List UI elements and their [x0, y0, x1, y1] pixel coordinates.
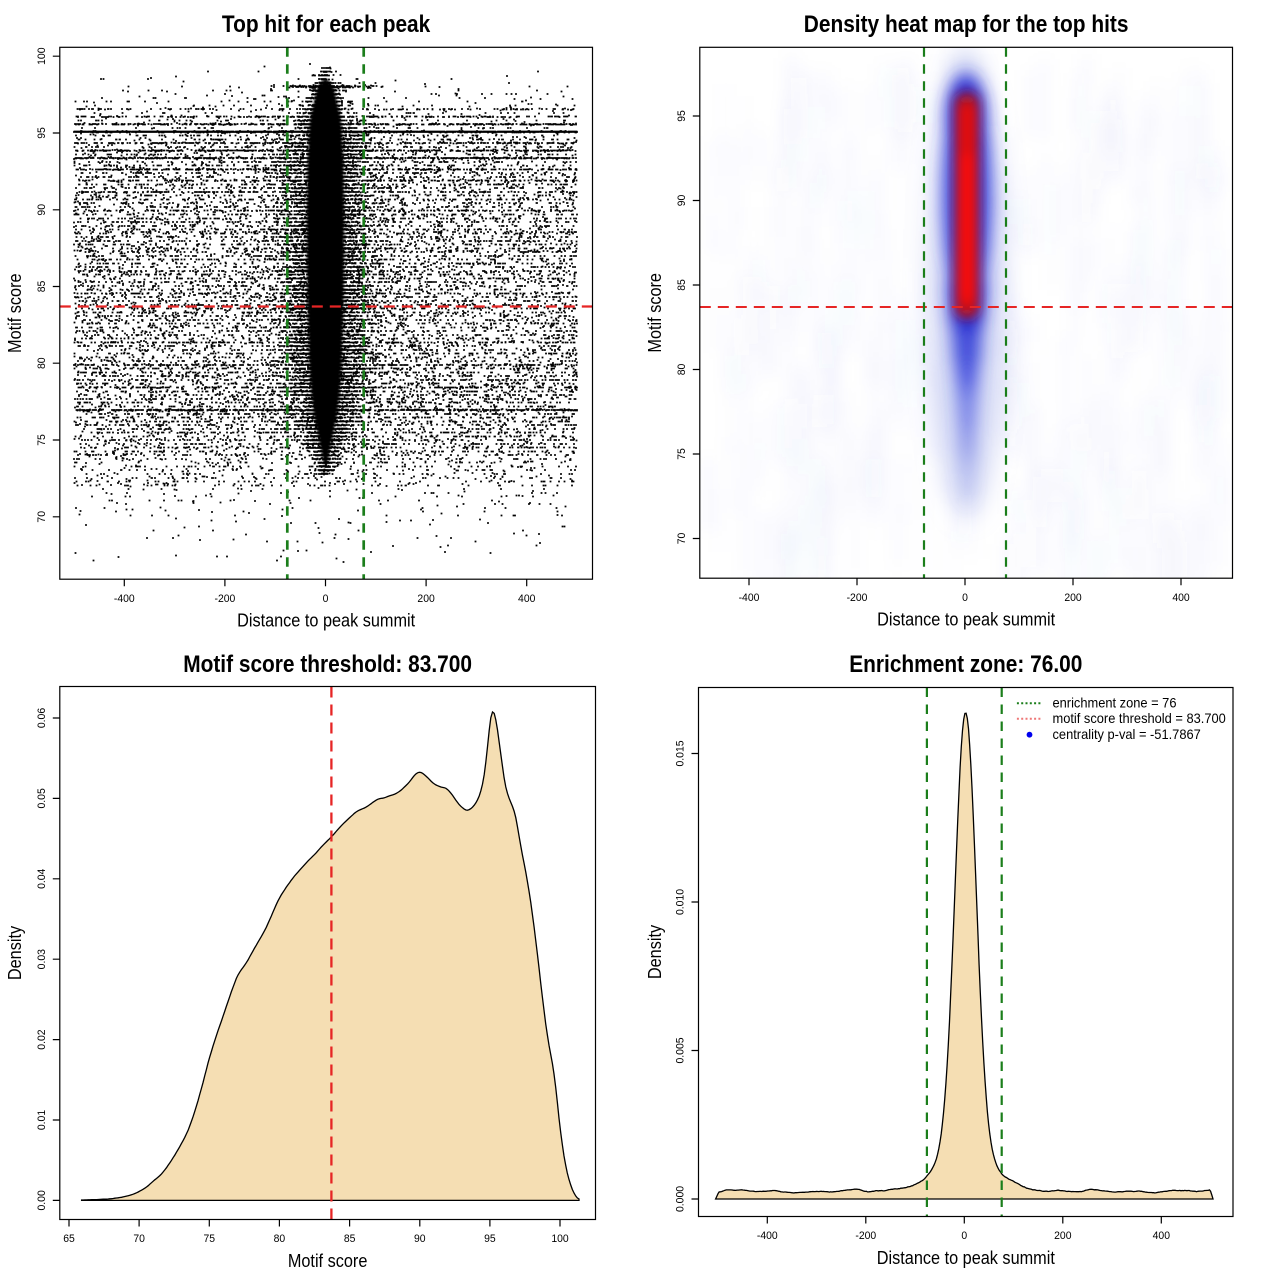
svg-text:0: 0	[323, 593, 329, 605]
svg-text:Top hit for each peak: Top hit for each peak	[222, 10, 431, 37]
svg-text:70: 70	[133, 1233, 145, 1245]
svg-text:Motif score: Motif score	[644, 273, 665, 353]
svg-text:-200: -200	[847, 592, 868, 604]
svg-text:-200: -200	[214, 593, 235, 605]
svg-text:0: 0	[961, 1230, 967, 1242]
svg-text:Motif score threshold: 83.700: Motif score threshold: 83.700	[183, 650, 472, 677]
svg-text:0.06: 0.06	[35, 708, 47, 728]
svg-text:0.02: 0.02	[35, 1029, 47, 1049]
svg-text:400: 400	[518, 593, 535, 605]
svg-text:Motif score: Motif score	[4, 273, 25, 353]
svg-text:enrichment zone = 76: enrichment zone = 76	[1053, 695, 1177, 710]
svg-text:80: 80	[35, 357, 47, 369]
svg-text:200: 200	[1064, 592, 1081, 604]
svg-text:70: 70	[675, 533, 687, 545]
svg-text:-400: -400	[114, 593, 135, 605]
svg-text:80: 80	[675, 364, 687, 376]
svg-text:Density: Density	[644, 925, 665, 980]
svg-text:90: 90	[414, 1233, 426, 1245]
svg-text:95: 95	[484, 1233, 496, 1245]
svg-text:Density heat map for the top h: Density heat map for the top hits	[804, 10, 1129, 37]
svg-text:90: 90	[675, 195, 687, 207]
svg-text:85: 85	[344, 1233, 356, 1245]
svg-text:0.000: 0.000	[674, 1186, 686, 1212]
svg-text:Distance to peak summit: Distance to peak summit	[877, 1247, 1055, 1268]
svg-text:Density: Density	[4, 926, 25, 981]
svg-text:Distance to peak summit: Distance to peak summit	[237, 610, 415, 631]
svg-text:95: 95	[35, 127, 47, 139]
svg-text:Motif score: Motif score	[288, 1250, 368, 1271]
svg-text:0.00: 0.00	[35, 1190, 47, 1210]
svg-text:0.04: 0.04	[35, 869, 47, 889]
svg-text:200: 200	[1054, 1230, 1071, 1242]
svg-text:0.005: 0.005	[674, 1037, 686, 1063]
svg-text:0.05: 0.05	[35, 788, 47, 808]
svg-text:400: 400	[1172, 592, 1189, 604]
svg-text:75: 75	[675, 448, 687, 460]
svg-text:Enrichment zone: 76.00: Enrichment zone: 76.00	[849, 650, 1082, 677]
svg-text:75: 75	[35, 434, 47, 446]
svg-text:Distance to peak summit: Distance to peak summit	[877, 609, 1055, 630]
svg-text:0.03: 0.03	[35, 949, 47, 969]
svg-text:-200: -200	[855, 1230, 876, 1242]
svg-text:200: 200	[417, 593, 434, 605]
svg-text:95: 95	[675, 110, 687, 122]
svg-text:75: 75	[204, 1233, 216, 1245]
svg-text:80: 80	[274, 1233, 286, 1245]
svg-text:0: 0	[962, 592, 968, 604]
svg-text:90: 90	[35, 204, 47, 216]
svg-text:85: 85	[675, 279, 687, 291]
svg-text:70: 70	[35, 511, 47, 523]
svg-text:-400: -400	[739, 592, 760, 604]
svg-text:100: 100	[551, 1233, 568, 1245]
svg-text:0.01: 0.01	[35, 1110, 47, 1130]
svg-text:-400: -400	[757, 1230, 778, 1242]
svg-text:65: 65	[63, 1233, 75, 1245]
svg-text:400: 400	[1153, 1230, 1170, 1242]
svg-text:motif score threshold = 83.700: motif score threshold = 83.700	[1053, 711, 1226, 726]
svg-text:0.015: 0.015	[674, 740, 686, 766]
svg-text:centrality p-val = -51.7867: centrality p-val = -51.7867	[1053, 727, 1201, 742]
svg-text:85: 85	[35, 281, 47, 293]
svg-text:100: 100	[35, 48, 47, 65]
svg-text:0.010: 0.010	[674, 889, 686, 915]
